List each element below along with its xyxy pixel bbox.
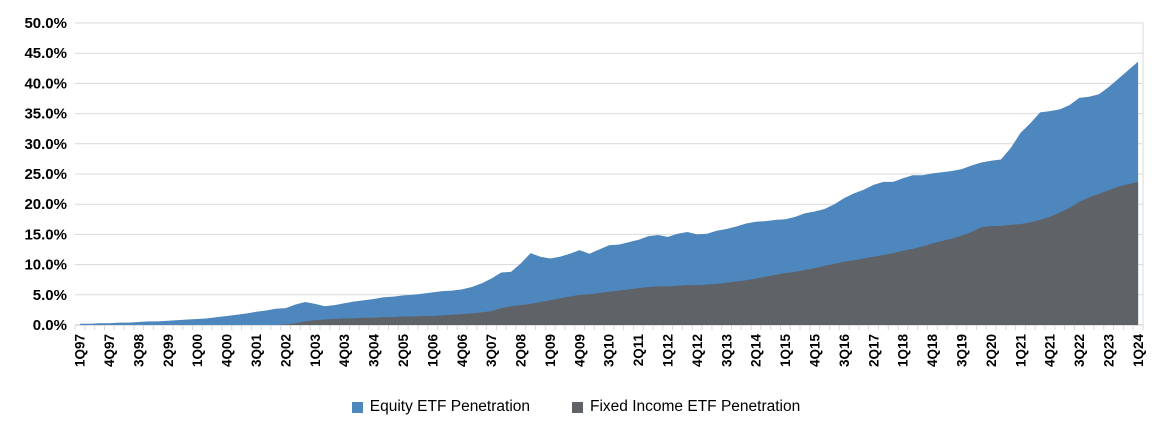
x-tick-label: 1Q12 (661, 334, 676, 367)
x-tick-label: 1Q18 (896, 334, 911, 368)
x-tick-label-group: 3Q19 (954, 334, 969, 367)
x-tick-label: 4Q00 (220, 334, 235, 367)
x-tick-label-group: 4Q15 (807, 334, 822, 368)
y-tick-label: 40.0% (24, 75, 67, 92)
x-tick-label: 1Q09 (543, 334, 558, 367)
x-tick-label-group: 2Q17 (866, 334, 881, 367)
x-tick-label-group: 2Q99 (161, 334, 176, 367)
x-tick-label: 2Q14 (749, 334, 764, 368)
x-tick-label: 3Q98 (131, 334, 146, 368)
x-tick-label-group: 2Q05 (396, 334, 411, 368)
x-tick-label: 4Q03 (337, 334, 352, 368)
x-tick-label-group: 1Q97 (73, 334, 88, 367)
y-axis-labels: 0.0% 5.0% 10.0% 15.0% 20.0% 25.0% 30.0% 35.0% 40… (24, 15, 67, 334)
x-tick-label: 3Q16 (837, 334, 852, 368)
x-axis-labels: 1Q97 4Q97 3Q98 2Q99 1Q00 4Q00 3Q01 2Q02 1Q03 4Q03… (73, 334, 1146, 368)
x-tick-label-group: 4Q12 (690, 334, 705, 367)
legend-item-fixed-income: Fixed Income ETF Penetration (572, 398, 800, 416)
x-tick-label: 1Q06 (425, 334, 440, 368)
x-axis-ticks (74, 325, 1144, 330)
x-tick-label-group: 3Q13 (719, 334, 734, 368)
y-tick-label: 15.0% (24, 226, 67, 243)
x-tick-label: 3Q07 (484, 334, 499, 367)
gridlines (75, 22, 1143, 326)
x-tick-label-group: 2Q11 (631, 334, 646, 367)
chart-legend: Equity ETF Penetration Fixed Income ETF … (0, 398, 1152, 416)
chart-svg: 0.0% 5.0% 10.0% 15.0% 20.0% 25.0% 30.0% 35.0% 40… (24, 15, 1146, 368)
x-tick-label-group: 3Q01 (249, 334, 264, 368)
x-tick-label: 3Q13 (719, 334, 734, 368)
x-tick-label-group: 4Q03 (337, 334, 352, 368)
x-tick-label: 4Q09 (572, 334, 587, 367)
legend-item-equity: Equity ETF Penetration (351, 398, 531, 416)
x-tick-label: 1Q24 (1131, 334, 1146, 368)
x-tick-label: 1Q15 (778, 334, 793, 368)
x-tick-label-group: 4Q00 (220, 334, 235, 367)
equity-legend-label: Equity ETF Penetration (369, 398, 531, 415)
fixed-income-area (79, 181, 1139, 325)
x-tick-label-group: 4Q18 (925, 334, 940, 368)
x-tick-label-group: 3Q07 (484, 334, 499, 367)
x-tick-label: 3Q22 (1072, 334, 1087, 367)
x-tick-label: 2Q17 (866, 334, 881, 367)
y-tick-label: 50.0% (24, 15, 67, 32)
x-tick-label: 2Q99 (161, 334, 176, 367)
x-tick-label: 3Q19 (954, 334, 969, 367)
x-tick-label: 4Q15 (807, 334, 822, 368)
x-tick-label: 4Q21 (1043, 334, 1058, 368)
x-tick-label-group: 2Q14 (749, 334, 764, 368)
x-tick-label: 2Q02 (278, 334, 293, 367)
x-tick-label-group: 1Q24 (1131, 334, 1146, 368)
x-tick-label-group: 3Q10 (602, 334, 617, 367)
x-tick-label: 2Q11 (631, 334, 646, 367)
x-tick-label-group: 3Q22 (1072, 334, 1087, 367)
y-tick-label: 20.0% (24, 196, 67, 213)
x-tick-label-group: 1Q18 (896, 334, 911, 368)
x-tick-label-group: 1Q12 (661, 334, 676, 367)
x-tick-label-group: 2Q02 (278, 334, 293, 367)
x-tick-label: 4Q12 (690, 334, 705, 367)
x-tick-label: 1Q97 (73, 334, 88, 367)
x-tick-label-group: 1Q21 (1013, 334, 1028, 368)
x-tick-label: 2Q08 (514, 334, 529, 368)
x-tick-label-group: 2Q23 (1101, 334, 1116, 368)
x-tick-label-group: 4Q09 (572, 334, 587, 367)
x-tick-label: 4Q18 (925, 334, 940, 368)
fixed-income-legend-label: Fixed Income ETF Penetration (590, 398, 801, 415)
x-tick-label-group: 1Q09 (543, 334, 558, 367)
y-tick-label: 45.0% (24, 45, 67, 62)
x-tick-label-group: 2Q08 (514, 334, 529, 368)
x-tick-label-group: 4Q97 (102, 334, 117, 367)
y-tick-label: 30.0% (24, 136, 67, 153)
x-tick-label-group: 2Q20 (984, 334, 999, 367)
x-tick-label-group: 3Q98 (131, 334, 146, 368)
x-tick-label-group: 4Q06 (455, 334, 470, 368)
equity-legend-swatch-icon (351, 401, 363, 413)
x-tick-label-group: 3Q16 (837, 334, 852, 368)
x-tick-label: 2Q20 (984, 334, 999, 367)
y-tick-label: 0.0% (33, 317, 67, 334)
x-tick-label: 2Q23 (1101, 334, 1116, 368)
y-tick-label: 25.0% (24, 166, 67, 183)
x-tick-label-group: 1Q06 (425, 334, 440, 368)
x-tick-label-group: 1Q03 (308, 334, 323, 368)
x-tick-label-group: 3Q04 (367, 334, 382, 368)
x-tick-label-group: 4Q21 (1043, 334, 1058, 368)
x-tick-label: 4Q97 (102, 334, 117, 367)
fixed-income-legend-swatch-icon (572, 401, 584, 413)
x-tick-label: 1Q03 (308, 334, 323, 368)
x-tick-label-group: 1Q00 (190, 334, 205, 367)
x-tick-label: 1Q21 (1013, 334, 1028, 368)
x-tick-label: 3Q10 (602, 334, 617, 367)
x-tick-label: 1Q00 (190, 334, 205, 367)
x-tick-label: 4Q06 (455, 334, 470, 368)
x-tick-label: 3Q01 (249, 334, 264, 368)
x-tick-label: 3Q04 (367, 334, 382, 368)
y-tick-label: 5.0% (33, 287, 67, 304)
x-tick-label-group: 1Q15 (778, 334, 793, 368)
y-tick-label: 35.0% (24, 106, 67, 123)
x-tick-label: 2Q05 (396, 334, 411, 368)
y-tick-label: 10.0% (24, 257, 67, 274)
